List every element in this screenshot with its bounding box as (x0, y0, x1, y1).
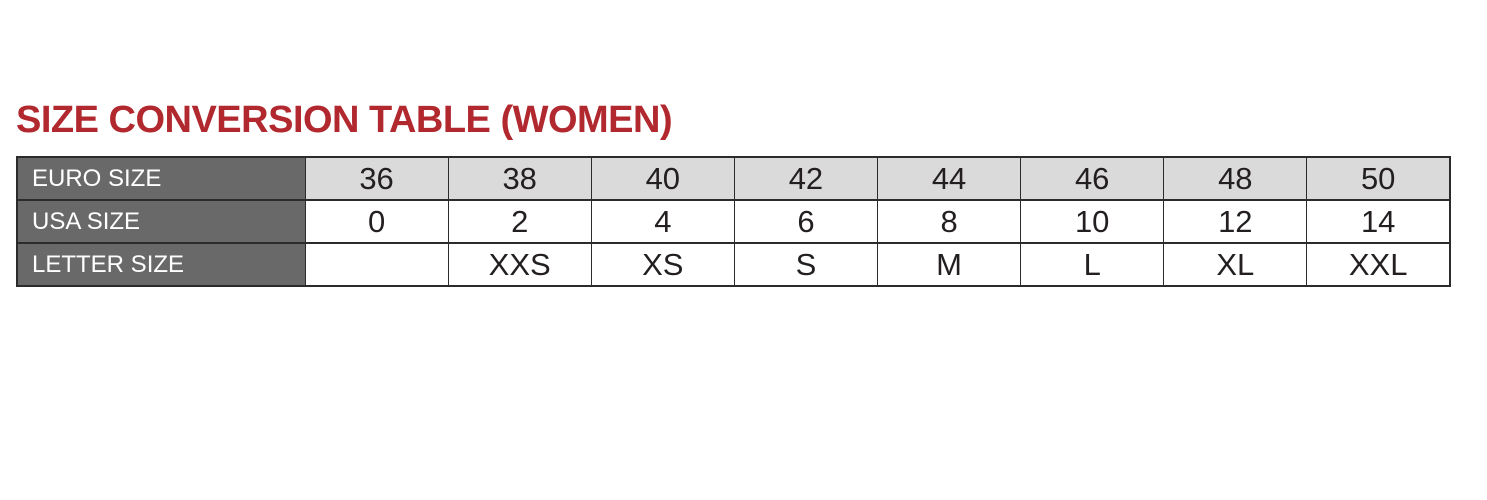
cell-letter-xl: XL (1163, 242, 1308, 287)
cell-letter-m: M (876, 242, 1022, 287)
cell-euro-48: 48 (1163, 156, 1308, 201)
cell-euro-36: 36 (304, 156, 449, 201)
cell-usa-6: 6 (733, 199, 879, 244)
cell-usa-14: 14 (1306, 199, 1451, 244)
size-conversion-table-body: EURO SIZE 36 38 40 42 44 46 48 50 USA SI… (16, 156, 1451, 287)
cell-letter-empty (304, 242, 449, 287)
cell-euro-40: 40 (590, 156, 735, 201)
row-header-euro-size: EURO SIZE (16, 156, 306, 201)
size-conversion-table: EURO SIZE 36 38 40 42 44 46 48 50 USA SI… (16, 156, 1451, 287)
cell-letter-xxl: XXL (1306, 242, 1451, 287)
cell-euro-42: 42 (733, 156, 879, 201)
cell-usa-12: 12 (1163, 199, 1308, 244)
cell-euro-46: 46 (1020, 156, 1165, 201)
page-title: SIZE CONVERSION TABLE (WOMEN) (16, 99, 673, 141)
cell-euro-50: 50 (1306, 156, 1451, 201)
table-row-usa-size: USA SIZE 0 2 4 6 8 10 12 14 (16, 199, 1451, 244)
cell-euro-38: 38 (447, 156, 592, 201)
table-row-letter-size: LETTER SIZE XXS XS S M L XL XXL (16, 242, 1451, 287)
row-header-usa-size: USA SIZE (16, 199, 306, 244)
cell-usa-10: 10 (1020, 199, 1165, 244)
cell-usa-0: 0 (304, 199, 449, 244)
cell-letter-xs: XS (590, 242, 735, 287)
cell-letter-xxs: XXS (447, 242, 592, 287)
cell-usa-2: 2 (447, 199, 592, 244)
cell-euro-44: 44 (876, 156, 1022, 201)
cell-letter-s: S (733, 242, 879, 287)
row-header-letter-size: LETTER SIZE (16, 242, 306, 287)
cell-usa-8: 8 (876, 199, 1022, 244)
cell-letter-l: L (1020, 242, 1165, 287)
table-row-euro-size: EURO SIZE 36 38 40 42 44 46 48 50 (16, 156, 1451, 201)
cell-usa-4: 4 (590, 199, 735, 244)
